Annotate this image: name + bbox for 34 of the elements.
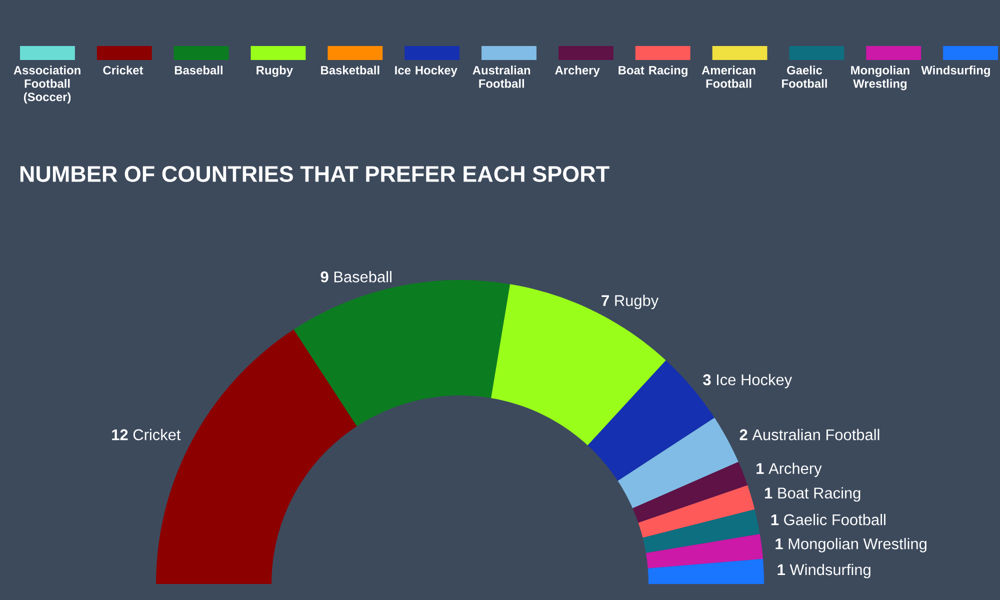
data-label: 7	[602, 295, 609, 306]
slice-label: Windsurfing	[790, 564, 870, 578]
data-label: 1	[765, 488, 772, 498]
slice-label: Cricket	[133, 428, 181, 440]
legend-label: Gaelic Football	[782, 66, 827, 88]
legend-label: Australian Football	[472, 66, 530, 88]
slice-label: Ice Hockey	[717, 374, 792, 388]
data-label: 1	[778, 564, 785, 576]
data-label: 2	[740, 429, 748, 440]
slice-label: Gaelic Football	[784, 514, 886, 526]
data-label: 1	[771, 514, 779, 526]
slice-label: Baseball	[334, 271, 392, 282]
legend-label: American Football	[702, 66, 756, 88]
legend-label: Basketball	[321, 66, 380, 74]
slice-label: Boat Racing	[778, 487, 860, 502]
legend-label: Archery	[555, 66, 600, 77]
slice-label: Archery	[768, 462, 822, 478]
legend-label: Cricket	[103, 66, 144, 74]
legend-label: Mongolian Wrestling	[851, 66, 910, 90]
slice-label: Australian Football	[752, 428, 880, 440]
data-label: 9	[320, 271, 328, 282]
data-label: 12	[112, 429, 128, 440]
legend-label: Baseball	[174, 66, 222, 74]
slice-label: Rugby	[615, 294, 659, 310]
data-label: 1	[756, 463, 764, 474]
data-label: 3	[703, 374, 711, 386]
data-label: 1	[776, 538, 783, 550]
text: NUMBER OF COUNTRIES THAT PREFER EACH SPORT	[20, 166, 610, 182]
slice-label: Mongolian Wrestling	[788, 538, 926, 552]
legend-label: Association Football (Soccer)	[14, 66, 80, 104]
legend-label: Boat Racing	[618, 66, 688, 77]
legend-label: Ice Hockey	[395, 66, 458, 77]
legend-label: Windsurfing	[921, 66, 990, 77]
legend-label: Rugby	[256, 66, 293, 77]
